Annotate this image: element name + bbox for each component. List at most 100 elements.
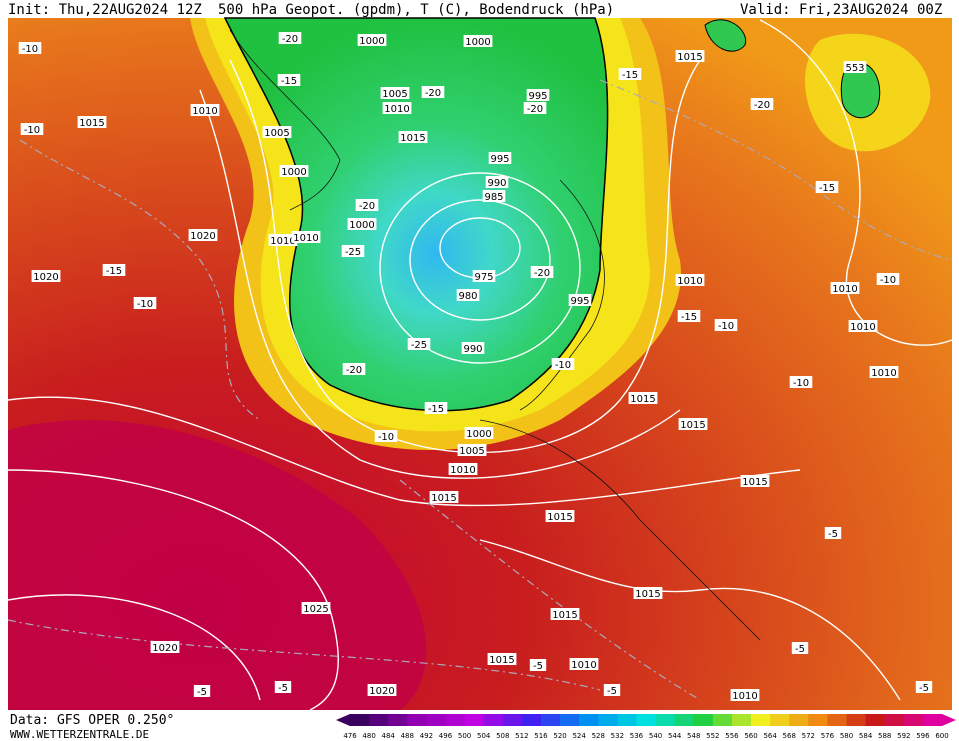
label-box	[457, 444, 487, 456]
contour-label: -5	[533, 661, 543, 672]
colorbar-label: 568	[783, 732, 796, 740]
isotherm	[19, 139, 261, 421]
contour-label: 1000	[349, 220, 374, 231]
label-box	[730, 689, 760, 701]
label-box	[675, 50, 705, 62]
label-box	[545, 510, 575, 522]
contour-label: -10	[24, 125, 40, 136]
colorbar-swatch	[617, 714, 637, 726]
colorbar-swatch	[770, 714, 790, 726]
contour-label: 1020	[369, 686, 394, 697]
label-box	[150, 641, 180, 653]
isobar	[7, 469, 339, 711]
contour-label: -20	[527, 104, 543, 115]
label-box	[568, 294, 592, 306]
isobar	[409, 199, 551, 321]
colorbar-label: 520	[553, 732, 566, 740]
colorbar-label: 544	[668, 732, 682, 740]
colorbar-label: 516	[534, 732, 548, 740]
colorbar-swatch	[483, 714, 504, 726]
contour-label: 1010	[571, 660, 596, 671]
label-box	[678, 418, 708, 430]
label-box	[421, 86, 445, 98]
data-source: Data: GFS OPER 0.250°	[10, 713, 174, 728]
contour-label: 1000	[466, 429, 491, 440]
contour-label: 1010	[732, 691, 757, 702]
contour-label: -10	[555, 360, 571, 371]
map-title: 500 hPa Geopot. (gpdm), T (C), Bodendruc…	[218, 2, 614, 18]
label-box	[915, 681, 933, 693]
label-box	[341, 245, 365, 257]
label-box	[789, 376, 813, 388]
label-box	[830, 282, 860, 294]
label-box	[342, 363, 366, 375]
label-box	[464, 427, 494, 439]
site: WWW.WETTERZENTRALE.DE	[10, 728, 149, 741]
colorbar-label: 524	[572, 732, 586, 740]
colorbar-swatch	[560, 714, 580, 726]
label-box	[277, 74, 301, 86]
coastline	[519, 179, 605, 411]
contour-label: 1015	[431, 493, 456, 504]
colorbar-label: 496	[439, 732, 453, 740]
colorbar-swatch	[789, 714, 809, 726]
colorbar-swatch	[369, 714, 389, 726]
label-box	[791, 642, 809, 654]
contour-label: -20	[359, 201, 375, 212]
label-box	[869, 366, 899, 378]
label-box	[485, 176, 509, 188]
contour-label: 1015	[547, 512, 572, 523]
colorbar-arrow-low	[336, 714, 350, 726]
contour-label: -5	[919, 683, 929, 694]
label-box	[374, 430, 398, 442]
contour-label: -10	[378, 432, 394, 443]
colorbar-label: 480	[362, 732, 375, 740]
label-box	[278, 32, 302, 44]
label-box	[487, 653, 517, 665]
label-box	[424, 402, 448, 414]
contour-label: 1010	[677, 276, 702, 287]
contour-label: 1020	[152, 643, 177, 654]
colorbar-label: 512	[515, 732, 528, 740]
contour-label: 975	[474, 272, 493, 283]
contour-label: 1010	[450, 465, 475, 476]
colorbar-swatch	[407, 714, 427, 726]
colorbar-swatch	[426, 714, 446, 726]
label-box	[20, 123, 44, 135]
colorbar-label: 560	[744, 732, 757, 740]
label-box	[380, 87, 410, 99]
label-box	[355, 199, 379, 211]
warm-core	[8, 420, 427, 710]
label-box	[31, 270, 61, 282]
contour-label: -5	[795, 644, 805, 655]
label-box	[279, 165, 309, 177]
contour-label: 1005	[264, 128, 289, 139]
cold-cell-ne	[840, 62, 881, 119]
contour-label: 980	[458, 291, 477, 302]
label-box	[347, 218, 377, 230]
label-box	[190, 104, 220, 116]
label-box	[815, 181, 839, 193]
contour-label: 1015	[742, 477, 767, 488]
contour-label: -20	[534, 268, 550, 279]
colorbar-label: 488	[401, 732, 414, 740]
label-box	[268, 234, 298, 246]
colorbar-swatch	[674, 714, 695, 726]
contour-label: -25	[345, 247, 361, 258]
contour-label: 990	[463, 344, 482, 355]
label-box	[456, 289, 480, 301]
colorbar-swatch	[598, 714, 618, 726]
colorbar-swatch	[865, 714, 886, 726]
label-box	[529, 659, 547, 671]
label-box	[133, 297, 157, 309]
label-box	[448, 463, 478, 475]
contour-label: 1020	[190, 231, 215, 242]
colorbar-label: 552	[706, 732, 719, 740]
colorbar-swatch	[540, 714, 561, 726]
contour-label: 990	[487, 178, 506, 189]
colorbar-label: 548	[687, 732, 700, 740]
init-time: Init: Thu,22AUG2024 12Z	[8, 2, 202, 18]
contour-label: 1015	[635, 589, 660, 600]
label-box	[569, 658, 599, 670]
